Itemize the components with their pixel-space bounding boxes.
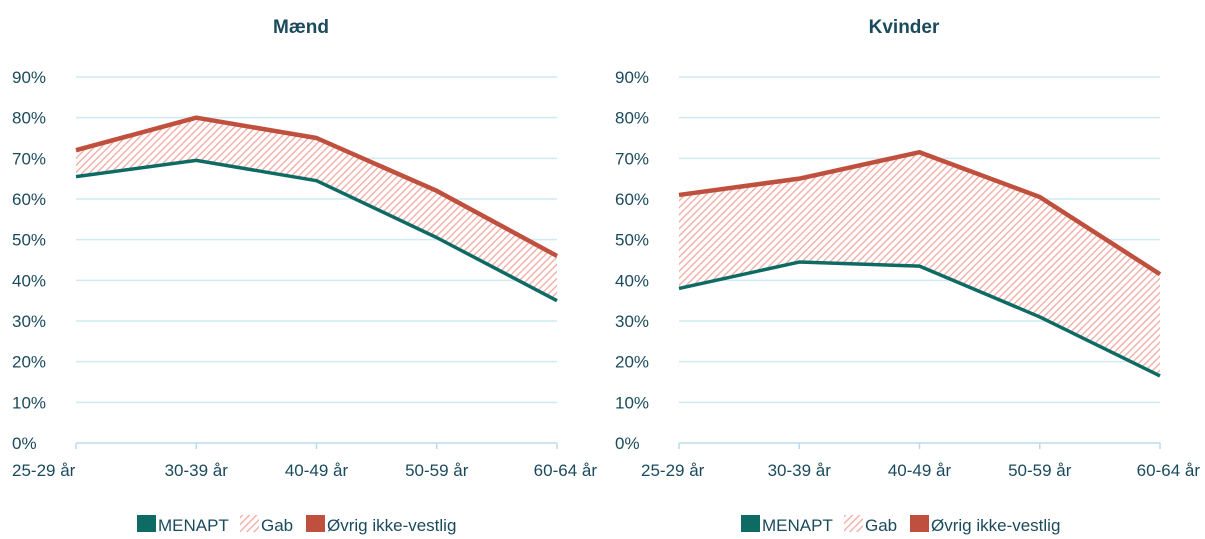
gap-area [679, 152, 1160, 376]
y-tick-label: 50% [615, 231, 649, 250]
legend-label-menapt: MENAPT [762, 516, 833, 535]
x-tick-label: 40-49 år [285, 461, 349, 480]
legend-label-gap: Gab [261, 516, 293, 535]
x-tick-label: 25-29 år [12, 461, 76, 480]
y-tick-label: 60% [615, 190, 649, 209]
y-tick-label: 80% [12, 109, 46, 128]
y-tick-label: 70% [615, 149, 649, 168]
x-tick-label: 60-64 år [1137, 461, 1201, 480]
y-tick-label: 70% [12, 149, 46, 168]
legend-swatch-other [910, 515, 929, 532]
x-tick-label: 60-64 år [534, 461, 598, 480]
legend: MENAPT Gab Øvrig ikke-vestlig [741, 515, 1060, 535]
y-tick-label: 50% [12, 231, 46, 250]
y-tick-label: 30% [615, 312, 649, 331]
y-tick-label: 40% [615, 271, 649, 290]
y-tick-label: 0% [12, 434, 37, 453]
y-tick-label: 40% [12, 271, 46, 290]
gap-area [76, 117, 557, 301]
y-tick-label: 20% [12, 353, 46, 372]
y-tick-label: 30% [12, 312, 46, 331]
x-tick-label: 40-49 år [888, 461, 952, 480]
legend-label-other: Øvrig ikke-vestlig [327, 516, 456, 535]
y-tick-label: 20% [615, 353, 649, 372]
y-tick-label: 60% [12, 190, 46, 209]
y-tick-label: 90% [615, 68, 649, 87]
x-tick-label: 25-29 år [641, 461, 705, 480]
legend: MENAPT Gab Øvrig ikke-vestlig [137, 515, 456, 535]
chart-title: Kvinder [868, 17, 940, 38]
chart-maend: Mænd 0% 10% 20% 30% 40% 50% 60% 70% 80% 90% 25-29 … [0, 0, 602, 539]
y-tick-label: 10% [12, 393, 46, 412]
series-line-oevrig [678, 149, 1162, 277]
chart-plot: 0% 10% 20% 30% 40% 50% 60% 70% 80% 90% 25-29 år 30-… [12, 68, 598, 535]
y-tick-label: 10% [615, 393, 649, 412]
chart-title: Mænd [273, 17, 329, 38]
legend-label-gap: Gab [865, 516, 897, 535]
series-line-oevrig [75, 115, 559, 258]
x-tick-label: 50-59 år [405, 461, 469, 480]
x-tick-label: 30-39 år [768, 461, 832, 480]
legend-label-menapt: MENAPT [158, 516, 229, 535]
legend-swatch-menapt [741, 515, 760, 532]
y-tick-label: 90% [12, 68, 46, 87]
legend-swatch-menapt [137, 515, 156, 532]
legend-swatch-gap [240, 515, 259, 532]
series-line-menapt [75, 158, 558, 303]
chart-kvinder: Kvinder 0% 10% 20% 30% 40% 50% 60% 70% 80% 90% 25-… [603, 0, 1205, 539]
legend-swatch-gap [844, 515, 863, 532]
legend-swatch-other [306, 515, 325, 532]
x-tick-label: 50-59 år [1008, 461, 1072, 480]
series-line-menapt [678, 260, 1161, 378]
chart-plot: 0% 10% 20% 30% 40% 50% 60% 70% 80% 90% 25-29 år 30-… [615, 68, 1201, 535]
y-tick-label: 0% [615, 434, 640, 453]
y-tick-label: 80% [615, 109, 649, 128]
x-tick-label: 30-39 år [165, 461, 229, 480]
legend-label-other: Øvrig ikke-vestlig [931, 516, 1060, 535]
